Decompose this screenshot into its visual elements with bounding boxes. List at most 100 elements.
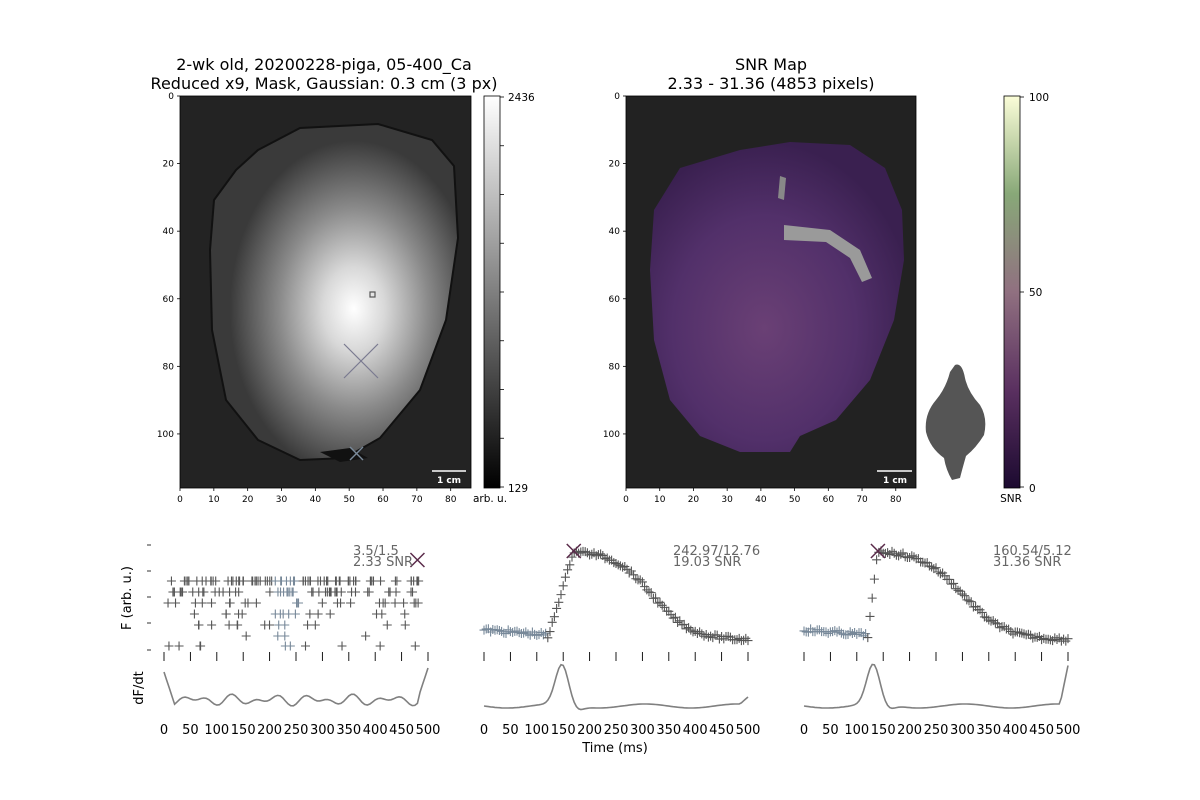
x-tick-label: 400 (1003, 723, 1028, 738)
left-map-title-line2: Reduced x9, Mask, Gaussian: 0.3 cm (3 px… (151, 74, 498, 93)
trace-point (364, 587, 374, 597)
x-tick-label: 0 (177, 495, 183, 505)
trace-point (519, 628, 529, 638)
trace-point (585, 550, 595, 560)
x-tick-label: 50 (343, 495, 355, 505)
trace-point (960, 591, 970, 601)
trace-point (265, 587, 275, 597)
trace-point (836, 628, 846, 638)
trace-point (298, 576, 308, 586)
right-map-title-line1: SNR Map (735, 55, 807, 74)
x-tick-label: 80 (890, 495, 902, 505)
trace-point (953, 585, 963, 595)
x-tick-label: 250 (924, 723, 949, 738)
derivative-line (483, 663, 749, 711)
trace-point (1012, 627, 1022, 637)
y-tick-label: 20 (163, 160, 175, 170)
x-tick-label: 400 (683, 723, 708, 738)
trace-2-annotation-line1: 242.97/12.76 (673, 544, 760, 559)
trace-point (626, 566, 636, 576)
x-tick-label: 40 (310, 495, 322, 505)
trace-point (178, 587, 188, 597)
trace-point (240, 598, 250, 608)
x-tick-label: 350 (656, 723, 681, 738)
x-tick-label: 50 (789, 495, 801, 505)
trace-point (181, 576, 191, 586)
trace-2-annotation-line2: 19.03 SNR (673, 555, 741, 570)
trace-point (644, 587, 654, 597)
trace-point (659, 602, 669, 612)
x-tick-label: 250 (284, 723, 309, 738)
trace-point (1023, 629, 1033, 639)
trace-point (891, 550, 901, 560)
trace-point (265, 620, 275, 630)
trace-point (241, 631, 251, 641)
x-tick-label: 250 (604, 723, 629, 738)
x-tick-label: 30 (721, 495, 733, 505)
trace-point (909, 552, 919, 562)
trace-point (375, 641, 385, 651)
trace-point (567, 552, 577, 562)
trace-point (492, 625, 502, 635)
trace-point (629, 570, 639, 580)
x-tick-label: 60 (377, 495, 389, 505)
trace-point (986, 616, 996, 626)
y-tick-label: 100 (157, 430, 174, 440)
trace-point (681, 624, 691, 634)
trace-point (274, 620, 284, 630)
trace-point (486, 627, 496, 637)
trace-point (657, 600, 667, 610)
marker-small-x (349, 446, 364, 461)
right-colorbar-unit: SNR (1000, 493, 1022, 505)
trace-point (247, 576, 257, 586)
trace-ylabel: F (arb. u.) (120, 566, 135, 630)
trace-point (847, 629, 857, 639)
trace-point (898, 548, 908, 558)
trace-panels: 0 50 100 150 200 250 300 350 400 450 500 0 50 100 150 2… (147, 543, 1080, 738)
trace-point (1061, 636, 1071, 646)
trace-point (631, 574, 641, 584)
trace-point (560, 572, 570, 582)
left-colorbar-min: 129 (508, 483, 528, 495)
trace-point (741, 633, 751, 643)
x-tick-label: 500 (416, 723, 441, 738)
trace-point (285, 587, 295, 597)
trace-point (189, 609, 199, 619)
trace-point (547, 617, 557, 627)
x-tick-label: 0 (623, 495, 629, 505)
trace-point (845, 627, 855, 637)
y-tick-label: 80 (609, 362, 621, 372)
right-heart-shape (650, 142, 904, 452)
trace-point (984, 615, 994, 625)
trace-point (225, 587, 235, 597)
trace-point (164, 641, 174, 651)
trace-point (501, 629, 511, 639)
trace-point (949, 578, 959, 588)
trace-point (951, 584, 961, 594)
trace-point (977, 607, 987, 617)
trace-point (207, 598, 217, 608)
x-tick-label: 150 (871, 723, 896, 738)
trace-point (345, 576, 355, 586)
trace-point (637, 577, 647, 587)
x-tick-label: 350 (336, 723, 361, 738)
trace-point (225, 598, 235, 608)
trace-point (210, 587, 220, 597)
trace-point (377, 609, 387, 619)
x-tick-label: 100 (844, 723, 869, 738)
trace-point (990, 618, 1000, 628)
trace-point (273, 587, 283, 597)
trace-point (814, 625, 824, 635)
trace-point (166, 576, 176, 586)
peak-marker (409, 552, 425, 568)
trace-point (593, 550, 603, 560)
left-map-title-line1: 2-wk old, 20200228-piga, 05-400_Ca (176, 55, 472, 75)
right-map-x-axis: 0 10 20 30 40 50 60 70 80 (623, 488, 902, 505)
trace-point (285, 641, 295, 651)
x-tick-label: 300 (950, 723, 975, 738)
trace-point (1028, 633, 1038, 643)
x-tick-label: 350 (976, 723, 1001, 738)
trace-point (611, 558, 621, 568)
right-colorbar-mid: 50 (1029, 287, 1042, 299)
trace-point (237, 609, 247, 619)
